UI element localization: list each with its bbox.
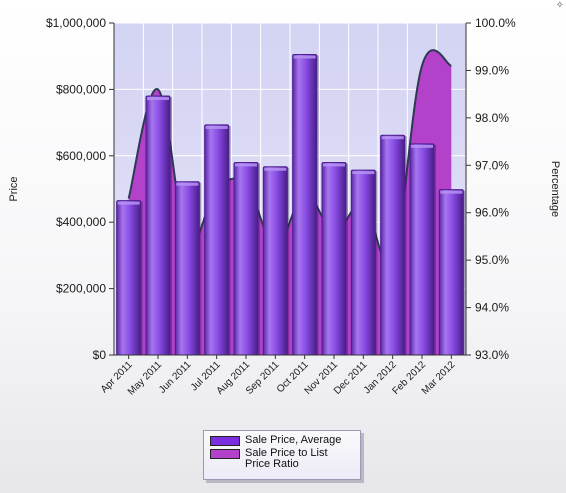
y-tick-label-right: 98.0%	[475, 111, 509, 125]
bar-top-highlight	[381, 136, 404, 140]
chart-legend: Sale Price, Average Sale Price to List P…	[203, 430, 361, 480]
bar-top-highlight	[440, 190, 463, 194]
x-tick-label: Jun 2011	[157, 359, 194, 396]
bar-group-2	[145, 95, 173, 356]
bar-top-highlight	[205, 125, 228, 129]
bar-sale-price-average-9	[350, 169, 376, 356]
legend-swatch-sale-to-list-ratio	[210, 449, 240, 459]
y-tick-label-right: 95.0%	[475, 253, 509, 267]
bar-sale-price-average-10	[380, 134, 406, 356]
bar-top-highlight	[322, 163, 346, 167]
bar-sale-price-average-11	[409, 143, 435, 356]
legend-label-sale-to-list-ratio: Sale Price to List Price Ratio	[245, 447, 328, 470]
bar-top-highlight	[293, 55, 316, 59]
y-tick-label-right: 93.0%	[475, 348, 509, 362]
y-tick-label-right: 100.0%	[475, 16, 516, 30]
bar-group-5	[233, 161, 261, 356]
bar-sale-price-average-6	[262, 166, 288, 356]
legend-item-sale-to-list-ratio: Sale Price to List Price Ratio	[210, 448, 354, 470]
bar-top-highlight	[234, 163, 258, 167]
legend-label-sale-price-average: Sale Price, Average	[245, 434, 342, 446]
y-tick-label-right: 99.0%	[475, 63, 509, 77]
bar-group-12	[438, 189, 466, 356]
y-tick-label-left: $1,000,000	[46, 16, 106, 30]
bar-group-9	[350, 169, 378, 356]
bar-sale-price-average-2	[145, 95, 171, 356]
bar-group-8	[321, 161, 349, 356]
y-tick-label-left: $800,000	[56, 82, 106, 96]
y-tick-label-left: $0	[93, 348, 107, 362]
bar-top-highlight	[352, 171, 375, 175]
bar-top-highlight	[117, 201, 140, 205]
y-tick-label-right: 96.0%	[475, 206, 509, 220]
bar-group-10	[380, 134, 407, 356]
y-tick-label-right: 97.0%	[475, 158, 509, 172]
bar-group-11	[409, 143, 437, 356]
y-tick-label-left: $600,000	[56, 149, 106, 163]
legend-swatch-sale-price-average	[210, 436, 240, 446]
y-axis-title-left: Price	[8, 176, 20, 201]
bar-group-7	[292, 54, 319, 356]
bar-sale-price-average-12	[438, 189, 464, 356]
bar-top-highlight	[176, 182, 199, 186]
bar-top-highlight	[146, 97, 170, 101]
corner-sparkle-icon: ✧	[555, 0, 564, 11]
legend-item-sale-price-average: Sale Price, Average	[210, 435, 354, 446]
y-tick-label-left: $400,000	[56, 215, 106, 229]
bar-group-1	[116, 200, 143, 356]
y-tick-label-left: $200,000	[56, 282, 106, 296]
bar-sale-price-average-8	[321, 161, 347, 356]
y-axis-title-right: Percentage	[549, 161, 561, 217]
bar-group-6	[262, 166, 290, 356]
bar-sale-price-average-5	[233, 161, 259, 356]
bar-sale-price-average-1	[116, 200, 142, 356]
bar-top-highlight	[410, 144, 434, 148]
bar-group-4	[204, 124, 231, 356]
bar-sale-price-average-7	[292, 54, 318, 356]
y-tick-label-right: 94.0%	[475, 301, 509, 315]
bar-group-3	[174, 181, 202, 356]
bar-top-highlight	[264, 167, 287, 171]
bar-sale-price-average-4	[204, 124, 230, 356]
bar-sale-price-average-3	[174, 181, 200, 356]
